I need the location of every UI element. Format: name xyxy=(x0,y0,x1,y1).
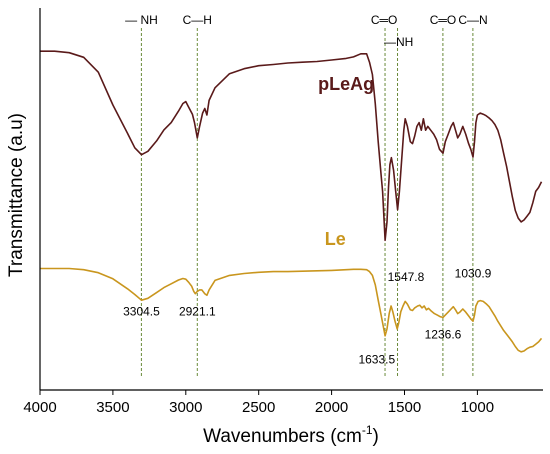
x-tick-label-1500: 1500 xyxy=(388,399,421,416)
bond-label-5: C—N xyxy=(458,13,487,27)
reference-lines xyxy=(140,28,474,378)
bond-labels: — NH C—H C═O—NHC═O C—N xyxy=(125,13,488,49)
series-line-Le xyxy=(40,267,543,353)
series-label-Le: Le xyxy=(325,229,346,249)
value-label-1030.9: 1030.9 xyxy=(455,266,492,280)
plot-frame xyxy=(39,8,543,391)
bond-label-0: — NH xyxy=(125,13,158,27)
value-label-3304.5: 3304.5 xyxy=(123,305,160,319)
x-tick-label-4000: 4000 xyxy=(23,399,56,416)
x-tick-label-3500: 3500 xyxy=(96,399,129,416)
value-label-1547.8: 1547.8 xyxy=(388,270,425,284)
series-lines xyxy=(40,50,543,353)
series-labels: pLeAg Le xyxy=(318,74,374,249)
x-axis-title: Wavenumbers (cm-1) xyxy=(203,423,379,447)
value-label-2921.1: 2921.1 xyxy=(179,305,216,319)
series-line-pLeAg xyxy=(40,50,543,242)
x-tick-label-2500: 2500 xyxy=(242,399,275,416)
x-ticks: 4000 3500 3000 2500 2000 1500 1000 xyxy=(23,390,494,416)
value-labels: 3304.5 2921.1 1633.5 1547.8 1236.6 1030.9 xyxy=(123,266,492,366)
x-tick-label-2000: 2000 xyxy=(315,399,348,416)
x-tick-label-3000: 3000 xyxy=(169,399,202,416)
bond-label-4: C═O xyxy=(430,13,457,27)
y-axis-title: Transmittance (a.u) xyxy=(6,113,27,277)
bond-label-1: C—H xyxy=(183,13,212,27)
value-label-1633.5: 1633.5 xyxy=(358,352,395,366)
bond-label-2: C═O xyxy=(371,13,398,27)
value-label-1236.6: 1236.6 xyxy=(425,327,462,341)
x-tick-label-1000: 1000 xyxy=(461,399,494,416)
series-label-pLeAg: pLeAg xyxy=(318,74,374,94)
bond-label-3: —NH xyxy=(384,35,413,49)
